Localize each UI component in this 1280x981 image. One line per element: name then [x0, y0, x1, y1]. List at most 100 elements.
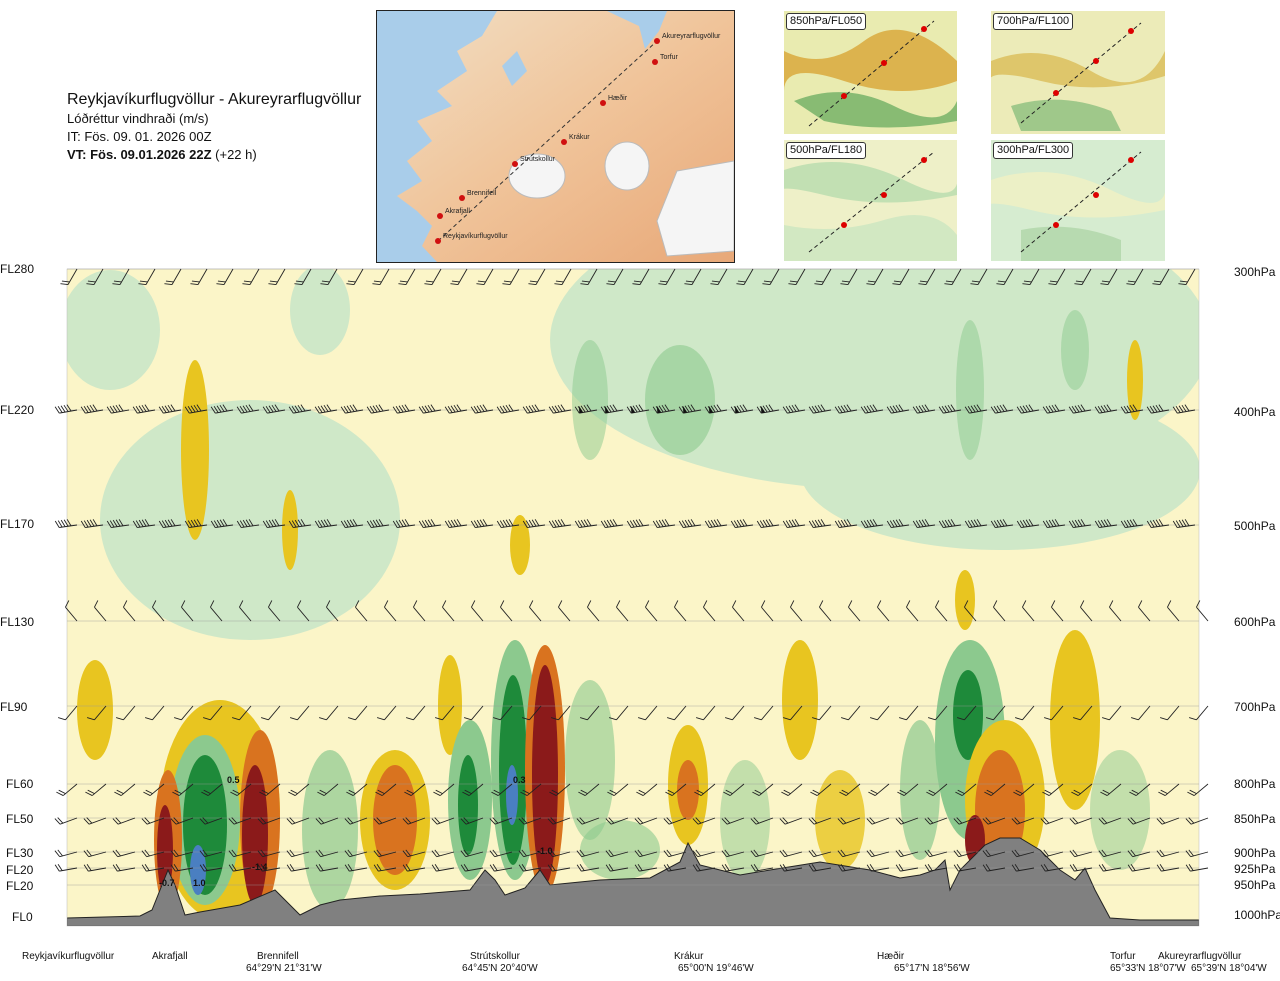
wind-barb [848, 600, 861, 622]
wind-barb [431, 849, 455, 858]
wind-barb [470, 404, 494, 414]
wind-barb [674, 600, 687, 622]
wind-barb [886, 519, 910, 528]
contour-cell [645, 345, 715, 455]
wind-barb [1100, 268, 1118, 286]
contour-cell [373, 765, 417, 875]
wind-barb [877, 600, 890, 622]
wind-barb [257, 863, 281, 872]
wind-barb [201, 783, 223, 796]
wind-barb [232, 705, 252, 721]
thumbnail-700-label: 700hPa/FL100 [993, 13, 1074, 30]
wind-barb [1015, 705, 1035, 721]
wind-barb [678, 519, 702, 528]
wind-barb [1022, 600, 1035, 622]
wind-barb [344, 849, 368, 858]
map-station-label: Akureyrarflugvöllur [662, 33, 721, 40]
contour-cell [458, 755, 478, 855]
wind-barb [725, 705, 745, 721]
wind-barb [460, 817, 484, 825]
wind-barb [762, 268, 780, 286]
wind-barb [210, 519, 234, 528]
wind-barb [203, 705, 223, 721]
wind-barb [54, 404, 78, 414]
wind-barb [1127, 817, 1151, 825]
wind-barb [1189, 705, 1209, 721]
contour-cell [1090, 750, 1150, 870]
wind-barb [1073, 705, 1093, 721]
wind-barb [663, 849, 687, 858]
wind-barb [262, 519, 286, 528]
wind-barb [750, 863, 774, 872]
wind-barb [418, 519, 442, 528]
thumbnail-500[interactable]: 500hPa/FL180 [779, 140, 958, 261]
thumbnail-850-image [784, 11, 957, 134]
wind-barb [819, 600, 832, 622]
station-strutskollur: Strútskollur [470, 951, 521, 962]
contour-cell [532, 665, 558, 885]
wind-barb [366, 404, 390, 414]
wind-barb [814, 268, 832, 286]
wind-barb [58, 705, 78, 721]
wind-barb [460, 849, 484, 858]
wind-barb [94, 600, 107, 622]
wind-barb [116, 705, 136, 721]
wind-barb [810, 783, 832, 796]
wind-barb [1152, 268, 1170, 286]
contour-cell [800, 390, 1199, 550]
wind-barb [982, 817, 1006, 825]
wind-barb [1185, 849, 1209, 858]
contour-cell [290, 269, 350, 355]
wind-barb [344, 863, 368, 872]
thumbnail-700[interactable]: 700hPa/FL100 [989, 11, 1165, 134]
wind-barb [892, 268, 910, 286]
contour-cell [782, 640, 818, 760]
wind-barb [470, 519, 494, 528]
wind-barb [518, 863, 542, 872]
wind-barb [1167, 600, 1180, 622]
wind-barb [112, 817, 136, 825]
wind-barb [684, 268, 702, 286]
quantity-subtitle: Lóðréttur vindhraði (m/s) [67, 111, 209, 126]
wind-barb [721, 849, 745, 858]
wind-barb [782, 404, 806, 414]
wind-barb [990, 404, 1014, 414]
thumbnail-850-label: 850hPa/FL050 [786, 13, 867, 30]
wind-barb [404, 783, 426, 796]
wind-barb [696, 705, 716, 721]
wind-barb [132, 519, 156, 528]
wind-barb [83, 817, 107, 825]
wind-barb [964, 519, 988, 528]
station-krakur: Krákur [674, 951, 704, 962]
wind-barb [756, 404, 780, 414]
thumbnail-300[interactable]: 300hPa/FL300 [986, 140, 1166, 261]
wind-barb [721, 817, 745, 825]
thumbnail-700-image [989, 11, 1165, 134]
wind-barb [1120, 404, 1144, 414]
wind-barb [554, 268, 572, 286]
map-station-label: Strútskollur [520, 156, 556, 163]
thumbnail-850[interactable]: 850hPa/FL050 [784, 11, 957, 134]
wind-barb [529, 600, 542, 622]
wind-barb [957, 705, 977, 721]
glacier-langjokull [508, 153, 566, 199]
wind-barb [288, 783, 310, 796]
route-map[interactable]: Akureyrarflugvöllur Torfur Hæðir Krákur Strú… [376, 10, 735, 263]
wind-barb [236, 519, 260, 528]
wind-barb [348, 705, 368, 721]
wind-barb [522, 519, 546, 528]
wind-barb [1051, 600, 1064, 622]
wind-barb [314, 404, 338, 414]
contour-cell [181, 360, 209, 540]
wind-barb [1100, 783, 1122, 796]
wind-barb [496, 519, 520, 528]
wind-barb [779, 817, 803, 825]
wind-barb [1098, 849, 1122, 858]
wind-barb [373, 863, 397, 872]
wind-barb [340, 519, 364, 528]
wind-barb [860, 404, 884, 414]
wind-barb [172, 783, 194, 796]
station-reykjavik: Reykjavíkurflugvöllur [22, 951, 115, 962]
wind-barb [808, 404, 832, 414]
level-left-fl60: FL60 [6, 777, 34, 791]
